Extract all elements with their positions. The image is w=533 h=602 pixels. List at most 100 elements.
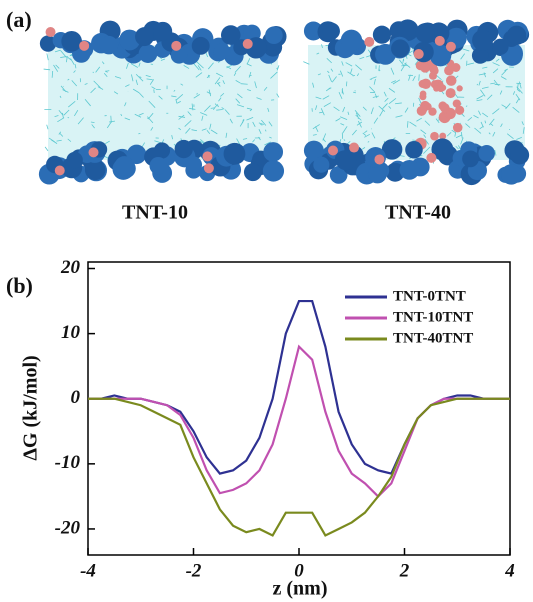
- lipid-head: [462, 150, 479, 168]
- lipid-tail: [465, 123, 471, 128]
- lipid-head: [61, 31, 82, 52]
- lipid-head: [429, 44, 452, 67]
- lipid-tail: [490, 123, 494, 126]
- lipid-tail: [400, 68, 403, 72]
- lipid-tail: [176, 100, 181, 104]
- lipid-tail: [207, 74, 210, 78]
- lipid-tail: [465, 105, 468, 107]
- lipid-tail: [58, 110, 64, 116]
- lipid-tail: [515, 97, 520, 104]
- lipid-tail: [476, 83, 479, 86]
- lipid-tail: [67, 78, 70, 81]
- lipid-head: [174, 139, 193, 159]
- lipid-tail: [267, 107, 270, 113]
- lipid-tail: [467, 117, 473, 122]
- lipid-tail: [108, 120, 115, 123]
- lipid-tail: [145, 74, 151, 78]
- lipid-tail: [131, 74, 134, 82]
- lipid-tail: [347, 71, 354, 76]
- lipid-head: [415, 23, 435, 43]
- lipid-tail: [490, 82, 496, 85]
- lipid-tail: [276, 93, 280, 98]
- lipid-tail: [106, 121, 112, 129]
- lipid-head: [471, 47, 489, 64]
- lipid-tail: [362, 106, 367, 111]
- lipid-head: [243, 163, 262, 182]
- lipid-tail: [237, 93, 243, 99]
- lipid-tail: [378, 105, 386, 112]
- lipid-tail: [53, 64, 59, 72]
- lipid-tail: [67, 116, 70, 119]
- lipid-tail: [460, 137, 464, 145]
- lipid-tail: [55, 64, 60, 69]
- lipid-tail: [276, 67, 279, 69]
- x-tick-label: 0: [294, 560, 304, 581]
- plot-frame: [87, 261, 511, 556]
- lipid-tail: [148, 100, 156, 108]
- lipid-tail: [316, 52, 320, 55]
- lipid-head: [506, 25, 527, 46]
- lipid-tail: [171, 95, 177, 98]
- lipid-head: [39, 35, 57, 52]
- tnt-molecule: [364, 36, 375, 47]
- lipid-tail: [224, 109, 230, 115]
- lipid-tail: [91, 124, 95, 129]
- lipid-tail: [146, 78, 153, 81]
- lipid-tail: [95, 66, 101, 73]
- lipid-tail: [263, 86, 268, 91]
- lipid-tail: [158, 95, 163, 100]
- lipid-tail: [315, 126, 319, 132]
- x-axis-label: z (nm): [273, 578, 328, 600]
- lipid-head: [303, 21, 323, 41]
- lipid-tail: [390, 67, 395, 75]
- tnt-molecule: [45, 27, 56, 38]
- lipid-tail: [317, 73, 321, 76]
- lipid-tail: [354, 109, 361, 117]
- lipid-head: [405, 140, 423, 159]
- lipid-tail: [150, 127, 154, 131]
- lipid-tail: [478, 80, 481, 86]
- lipid-tail: [234, 66, 241, 73]
- lipid-tail: [138, 112, 144, 116]
- lipid-tail: [239, 119, 245, 127]
- lipid-tail: [330, 68, 334, 72]
- lipid-tail: [312, 134, 317, 136]
- legend-label: TNT-40TNT: [393, 330, 473, 346]
- lipid-tail: [328, 87, 332, 90]
- lipid-tail: [195, 72, 203, 78]
- lipid-tail: [92, 71, 94, 74]
- lipid-head: [335, 149, 357, 171]
- lipid-tail: [370, 107, 374, 115]
- tnt-molecule: [416, 105, 427, 116]
- lipid-tail: [412, 75, 416, 82]
- lipid-tail: [192, 62, 200, 71]
- lipid-tail: [399, 59, 405, 66]
- lipid-tail: [54, 115, 59, 118]
- lipid-tail: [59, 95, 62, 99]
- lipid-tail: [455, 145, 459, 150]
- lipid-head: [223, 142, 246, 165]
- lipid-tail: [252, 121, 256, 127]
- lipid-tail: [178, 115, 186, 118]
- tnt-molecule: [413, 49, 424, 60]
- lipid-tail: [462, 48, 470, 52]
- lipid-tail: [258, 122, 264, 125]
- lipid-tail: [246, 117, 254, 121]
- lipid-tail: [270, 71, 278, 79]
- data-line: [88, 344, 510, 498]
- lipid-tail: [139, 92, 144, 98]
- lipid-tail: [364, 133, 370, 138]
- tnt-molecule: [444, 65, 454, 76]
- lipid-head: [84, 159, 106, 181]
- lipid-tail: [500, 76, 507, 80]
- y-tick-label: -10: [55, 452, 81, 473]
- lipid-tail: [518, 81, 522, 89]
- lipid-tail: [395, 115, 403, 118]
- lipid-tail: [135, 79, 138, 86]
- lipid-tail: [347, 111, 350, 116]
- lipid-tail: [264, 129, 267, 132]
- lipid-tail: [321, 44, 323, 48]
- lipid-tail: [258, 136, 261, 141]
- lipid-tail: [73, 109, 79, 117]
- lipid-tail: [322, 133, 327, 141]
